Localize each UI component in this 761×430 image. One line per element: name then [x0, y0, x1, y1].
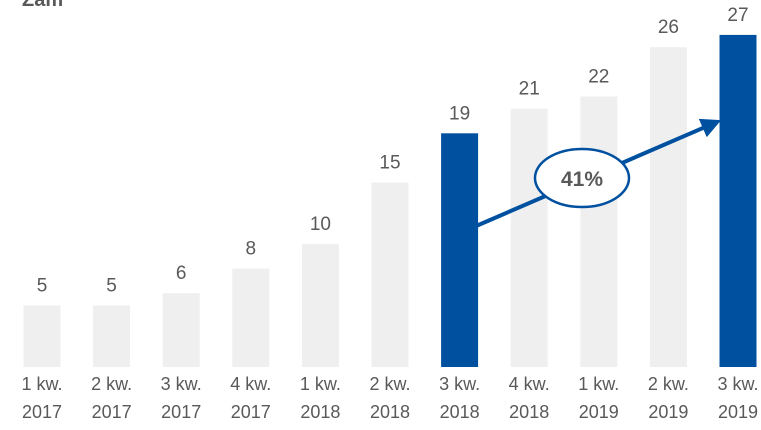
- data-label-4: 10: [310, 214, 331, 235]
- tick-label-10-quarter: 3 kw.: [717, 374, 758, 394]
- tick-label-9-quarter: 2 kw.: [648, 374, 689, 394]
- chart-title: Zam: [22, 0, 63, 11]
- bar-4: [301, 244, 339, 367]
- data-label-6: 19: [449, 103, 470, 124]
- tick-label-1-year: 2017: [92, 402, 132, 422]
- data-label-2: 6: [176, 263, 187, 284]
- tick-label-2-year: 2017: [161, 402, 201, 422]
- bar-0: [23, 305, 61, 367]
- data-label-5: 15: [379, 153, 400, 174]
- bar-3: [232, 268, 270, 367]
- bar-9: [649, 47, 687, 367]
- data-label-8: 22: [588, 66, 609, 87]
- tick-label-6-year: 2018: [440, 402, 480, 422]
- bar-7: [510, 108, 548, 367]
- tick-label-4-quarter: 1 kw.: [300, 374, 341, 394]
- tick-label-1-quarter: 2 kw.: [91, 374, 132, 394]
- tick-label-5-year: 2018: [370, 402, 410, 422]
- bar-5: [371, 182, 409, 367]
- tick-label-7-year: 2018: [509, 402, 549, 422]
- tick-label-3-quarter: 4 kw.: [230, 374, 271, 394]
- growth-badge-label: 41%: [561, 168, 603, 191]
- tick-label-5-quarter: 2 kw.: [369, 374, 410, 394]
- growth-badge: [533, 147, 631, 209]
- tick-label-3-year: 2017: [231, 402, 271, 422]
- tick-label-9-year: 2019: [648, 402, 688, 422]
- tick-label-0-quarter: 1 kw.: [21, 374, 62, 394]
- data-label-1: 5: [106, 276, 117, 297]
- data-label-7: 21: [519, 79, 540, 100]
- tick-label-7-quarter: 4 kw.: [509, 374, 550, 394]
- tick-label-8-year: 2019: [579, 402, 619, 422]
- bar-8: [580, 96, 618, 368]
- tick-label-8-quarter: 1 kw.: [578, 374, 619, 394]
- bar-2: [162, 293, 200, 367]
- tick-label-4-year: 2018: [300, 402, 340, 422]
- data-label-0: 5: [37, 276, 48, 297]
- bar-6: [441, 133, 479, 367]
- bar-1: [93, 305, 131, 367]
- data-label-9: 26: [658, 17, 679, 38]
- tick-label-2-quarter: 3 kw.: [161, 374, 202, 394]
- tick-label-10-year: 2019: [718, 402, 758, 422]
- bar-10: [719, 34, 757, 368]
- data-label-3: 8: [246, 239, 257, 260]
- tick-label-0-year: 2017: [22, 402, 62, 422]
- data-label-10: 27: [727, 5, 748, 26]
- tick-label-6-quarter: 3 kw.: [439, 374, 480, 394]
